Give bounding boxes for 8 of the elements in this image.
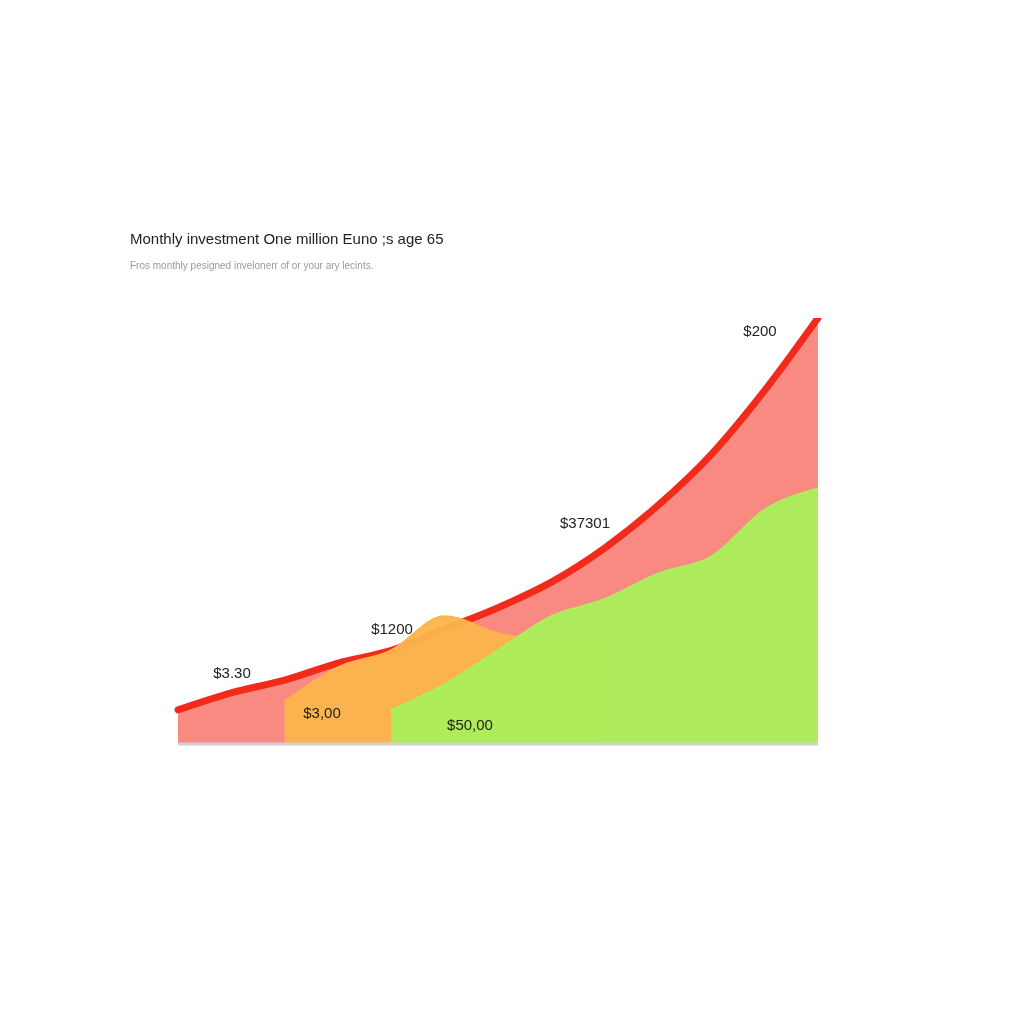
annotation: $37301 xyxy=(559,513,611,531)
annotation: $1200 xyxy=(371,619,413,637)
annotation: $50,00 xyxy=(447,715,493,733)
chart-title: Monthly investment One million Euno ;s age 65 xyxy=(130,230,444,247)
annotation: $3.30 xyxy=(213,663,251,681)
chart-subtitle: Fros monthly pesigned invelonerr of or your ary lecints. xyxy=(130,260,374,271)
annotation: $3,00 xyxy=(303,703,341,721)
annotation: $200 xyxy=(743,321,777,339)
